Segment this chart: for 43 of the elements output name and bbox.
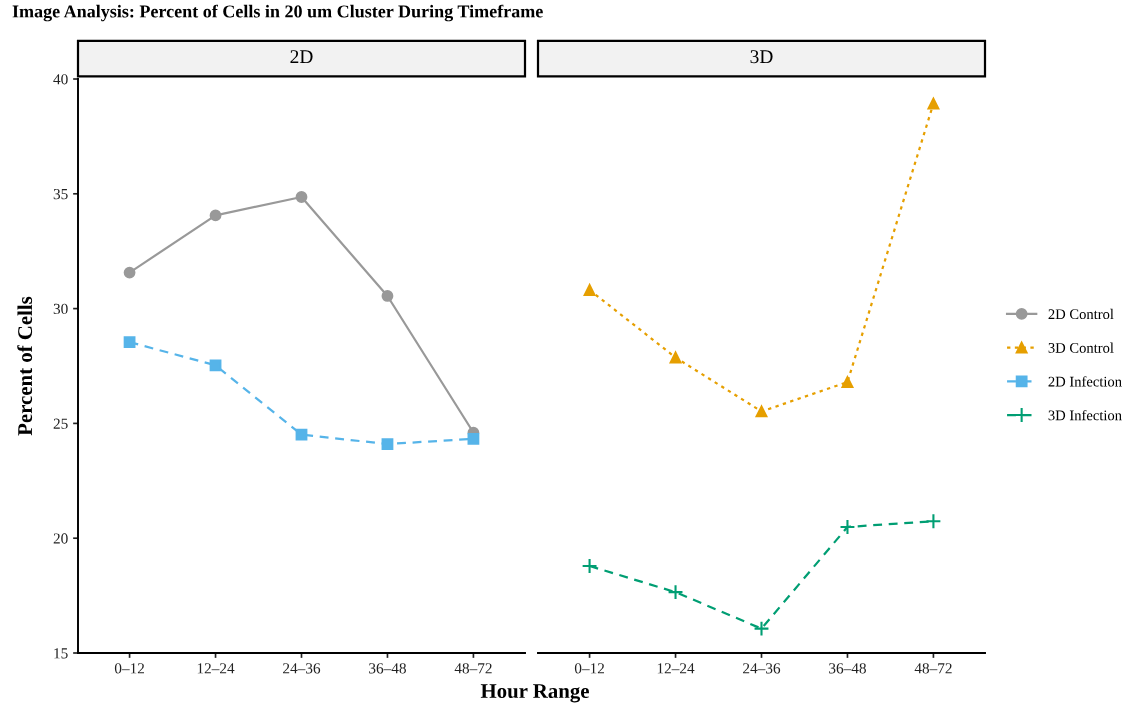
point xyxy=(295,428,308,441)
point xyxy=(753,620,770,637)
chart-title: Image Analysis: Percent of Cells in 20 um Cluster During Timeframe xyxy=(12,4,543,22)
point xyxy=(667,584,684,601)
y-tick-label: 15 xyxy=(54,648,68,659)
y-tick-label: 20 xyxy=(53,533,68,544)
point xyxy=(581,558,598,574)
x-axis-title: Hour Range xyxy=(480,684,589,703)
x-tick-label: 36–48 xyxy=(369,663,406,674)
point xyxy=(209,209,222,222)
point xyxy=(669,351,682,364)
y-tick-label: 30 xyxy=(53,303,68,315)
point xyxy=(123,336,136,349)
x-tick-label: 12–24 xyxy=(657,663,695,674)
point xyxy=(839,518,856,535)
x-tick-label: 48–72 xyxy=(914,663,952,674)
point xyxy=(381,438,394,450)
point xyxy=(123,266,136,279)
point xyxy=(841,376,854,388)
y-tick-label: 25 xyxy=(53,418,68,429)
x-tick-label: 36–48 xyxy=(829,663,866,674)
x-tick-label: 24–36 xyxy=(743,663,781,674)
point xyxy=(925,513,942,530)
y-tick-label: 35 xyxy=(53,188,68,200)
y-axis-title: Percent of Cells xyxy=(17,296,33,436)
legend-label: 2D Control xyxy=(1048,308,1114,320)
point xyxy=(381,290,394,302)
legend-label: 2D Infection xyxy=(1048,376,1122,387)
point xyxy=(209,359,222,372)
y-tick-label: 40 xyxy=(53,74,68,85)
legend-label: 3D Infection xyxy=(1048,409,1122,421)
x-tick-label: 24–36 xyxy=(283,663,321,674)
x-tick-label: 12–24 xyxy=(197,663,235,674)
point xyxy=(467,432,480,445)
legend-label: 3D Control xyxy=(1048,342,1114,353)
x-tick-label: 0–12 xyxy=(574,663,605,674)
point xyxy=(295,191,308,203)
chart-subtitle: 2D xyxy=(290,50,313,64)
chart-subtitle: 3D xyxy=(750,50,773,64)
point xyxy=(755,405,768,418)
x-tick-label: 0–12 xyxy=(114,663,145,674)
x-tick-label: 48–72 xyxy=(454,663,492,674)
point xyxy=(927,97,940,110)
